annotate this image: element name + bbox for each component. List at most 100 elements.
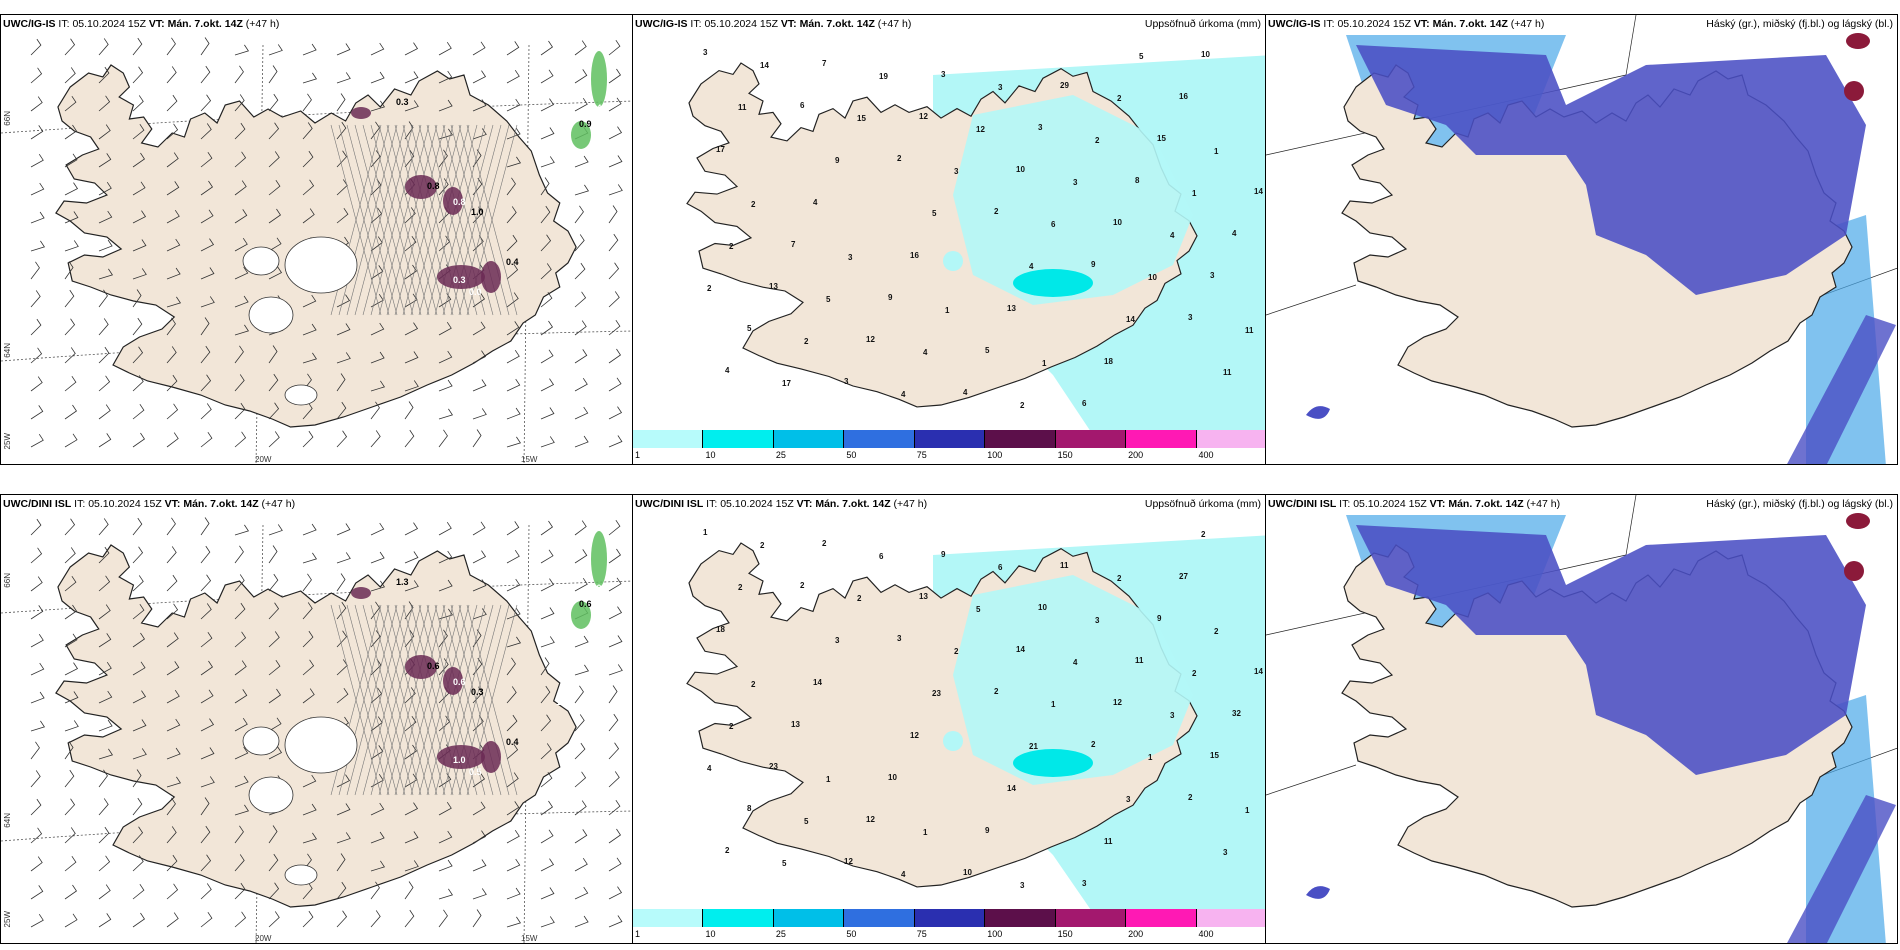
precip-value: 11 (1135, 656, 1144, 665)
wind-barb (30, 182, 45, 196)
precip-value: 3 (897, 634, 902, 643)
wind-barb (404, 629, 415, 648)
hatch-line (370, 604, 422, 796)
wind-barb (234, 545, 244, 564)
wind-barb (506, 858, 521, 872)
wind-barb (370, 881, 380, 900)
glacier (242, 246, 280, 276)
precip-value: 15 (1157, 134, 1166, 143)
wind-barb (472, 909, 482, 928)
wind-barb (64, 884, 78, 900)
wind-barb (506, 436, 522, 448)
wind-barb (574, 291, 587, 308)
value-label: 0.4 (506, 257, 519, 267)
wind-barb (472, 521, 486, 536)
wind-barb (438, 658, 449, 676)
wind-barb (166, 546, 177, 564)
precip-blob-purple (443, 667, 463, 695)
wind-barb (336, 43, 351, 56)
wind-barb (166, 854, 178, 872)
wind-barb (132, 66, 144, 84)
wind-barb (506, 887, 521, 900)
wind-barb (132, 289, 142, 308)
precip-value: 2 (1201, 530, 1206, 539)
wind-barb (472, 177, 483, 196)
grid-parallel-66n (1, 580, 632, 614)
precip-value: 1 (703, 528, 708, 537)
colorbar-swatch (633, 909, 704, 927)
wind-barb (404, 322, 419, 336)
wind-barb (268, 402, 280, 420)
wind-barb (30, 240, 46, 252)
wind-barb (132, 690, 147, 704)
precip-value: 12 (1113, 698, 1122, 707)
wind-barb (506, 69, 520, 84)
precip-value: 2 (994, 687, 999, 696)
wind-barb (64, 38, 76, 56)
cloud-area-dark (1306, 886, 1330, 899)
precip-blob-purple (481, 261, 501, 293)
wind-barb (472, 70, 487, 84)
wind-barb (64, 633, 78, 648)
wind-barb (200, 374, 212, 392)
hatch-line (394, 604, 446, 796)
wind-barb (268, 431, 280, 448)
wind-barb (166, 317, 176, 336)
wind-barb (200, 180, 214, 196)
wind-barb (30, 433, 44, 448)
wind-barb (540, 607, 555, 620)
wind-barb (234, 431, 247, 448)
panel-title: Háský (gr.), miðský (fj.bl.) og lágský (… (1706, 18, 1893, 30)
wind-barb (540, 800, 554, 816)
wind-barb (506, 607, 521, 620)
wind-barb (64, 720, 79, 732)
wind-barb (132, 883, 145, 900)
wind-barb (506, 41, 520, 56)
hatch-line (330, 124, 382, 316)
precip-value: 17 (716, 145, 725, 154)
wind-barb (268, 882, 280, 900)
precip-value: 23 (932, 689, 941, 698)
panel-title: Uppsöfnuð úrkoma (mm) (1144, 498, 1261, 510)
precip-value: 4 (963, 388, 968, 397)
wind-barb (608, 915, 623, 928)
precip-value: 2 (800, 581, 805, 590)
wind-barb (302, 523, 317, 536)
panel-precip-bottom: UWC/DINI ISL IT: 05.10.2024 15Z VT: Mán.… (632, 494, 1266, 944)
axis-label-15w: 15W (521, 934, 538, 943)
wind-barb (200, 603, 212, 620)
wind-barb (200, 631, 213, 648)
wind-barb (608, 348, 622, 364)
wind-barb (608, 39, 621, 56)
precip-value: 21 (1029, 742, 1038, 751)
wind-barb (608, 233, 619, 252)
wind-barb (234, 602, 246, 620)
glacier (242, 726, 280, 756)
wind-barb (268, 717, 282, 732)
wind-barb (404, 380, 419, 392)
wind-barb (64, 575, 77, 592)
panel-header: UWC/DINI ISL IT: 05.10.2024 15Z VT: Mán.… (3, 498, 296, 510)
wind-barb (64, 67, 76, 84)
precip-value: 1 (1245, 806, 1250, 815)
wind-barb (438, 801, 452, 816)
wind-barb (438, 379, 453, 392)
precip-blob-purple (481, 741, 501, 773)
precip-value: 4 (1170, 231, 1175, 240)
wind-barb (608, 635, 623, 648)
wind-barb (234, 94, 245, 112)
precip-value: 9 (1157, 614, 1162, 623)
value-label: 1.4 (589, 103, 602, 113)
wind-barb (200, 123, 212, 140)
wind-barb (608, 548, 622, 564)
wind-barb (302, 882, 313, 900)
wind-barb (268, 573, 279, 592)
wind-barb (438, 909, 448, 928)
hatch-line (370, 124, 422, 316)
wind-barb (302, 430, 314, 448)
wind-barb (98, 239, 113, 252)
hatch-line (466, 124, 518, 316)
grid-parallel-64n (1, 810, 632, 842)
precip-value: 5 (747, 324, 752, 333)
hatch-line (458, 124, 510, 316)
